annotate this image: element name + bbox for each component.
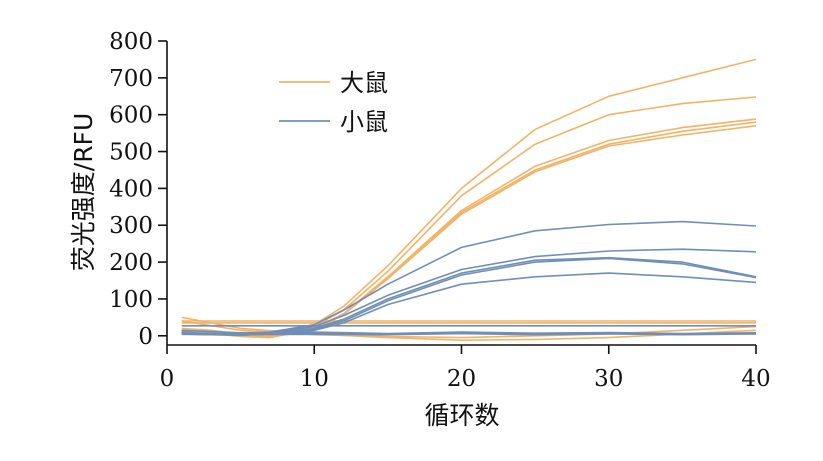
mouse-series-line-17	[181, 332, 757, 336]
y-axis-title: 荧光强度/RFU	[69, 113, 98, 271]
legend: 大鼠 小鼠	[279, 69, 388, 136]
y-tick-label-1: 100	[109, 287, 153, 313]
y-tick-label-6: 600	[109, 103, 153, 129]
y-tick-label-0: 0	[138, 324, 153, 350]
y-tick-label-3: 300	[109, 213, 153, 239]
x-axis-title: 循环数	[424, 401, 499, 430]
x-tick-label-0: 0	[160, 366, 175, 392]
legend-label-rat: 大鼠	[340, 69, 388, 97]
plot-lines	[181, 58, 757, 342]
x-ticks: 0 10 20 30 40	[160, 345, 771, 392]
rat-series-line-2	[181, 118, 757, 337]
y-tick-label-5: 500	[109, 140, 153, 166]
y-tick-label-8: 800	[109, 29, 153, 55]
rat-series-line-3	[181, 121, 757, 338]
y-tick-label-7: 700	[109, 66, 153, 92]
y-tick-label-2: 200	[109, 250, 153, 276]
rat-series-line-0	[181, 58, 757, 337]
x-tick-label-3: 30	[594, 366, 623, 392]
mouse-series-line-9	[181, 220, 757, 335]
rat-series-line-4	[181, 125, 757, 339]
y-ticks: 0 100 200 300 400 500 600 700 800	[109, 29, 167, 350]
x-tick-label-1: 10	[300, 366, 329, 392]
x-tick-label-2: 20	[447, 366, 476, 392]
legend-label-mouse: 小鼠	[340, 108, 388, 136]
y-tick-label-4: 400	[109, 176, 153, 202]
x-tick-label-4: 40	[741, 366, 770, 392]
